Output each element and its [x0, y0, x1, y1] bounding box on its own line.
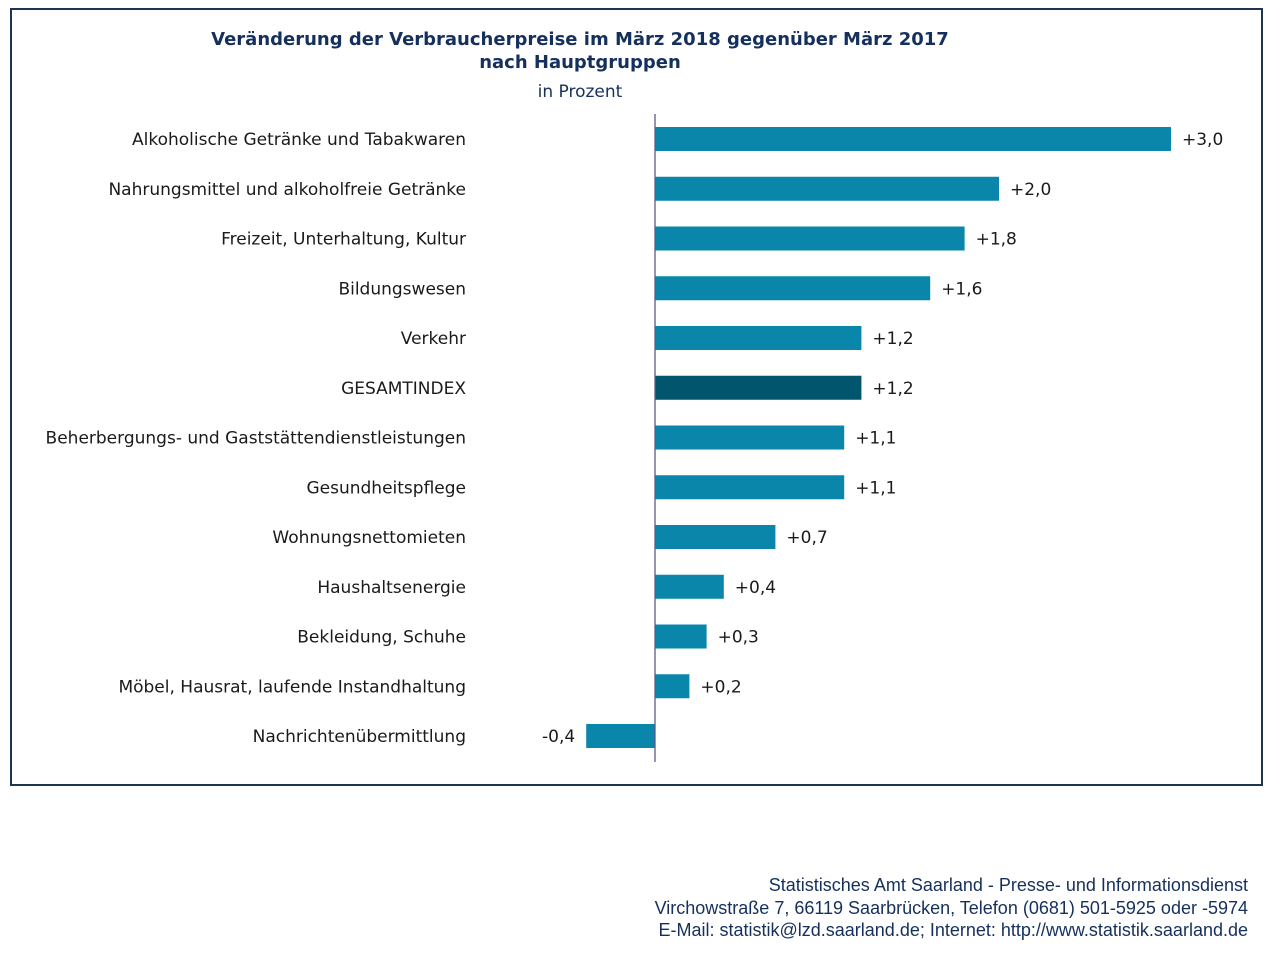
value-labels-group: +3,0 +2,0 +1,8 +1,6 +1,2 +1,2 +1,1 +1,1 +0,7 +0,4… [542, 130, 1223, 747]
bar-bekleidung-schuhe [655, 624, 707, 649]
value-label-alkoholische-getraenke-und-tabakwaren: +3,0 [1182, 130, 1223, 150]
bar-gesundheitspflege [655, 475, 845, 500]
bar-verkehr [655, 326, 862, 350]
value-label-haushaltsenergie: +0,4 [735, 578, 776, 598]
category-label-alkoholische-getraenke-und-tabakwaren: Alkoholische Getränke und Tabakwaren [132, 130, 466, 150]
bar-freizeit-unterhaltung-kultur [655, 226, 965, 251]
footer-address: Virchowstraße 7, 66119 Saarbrücken, Tele… [654, 897, 1248, 918]
category-label-freizeit-unterhaltung-kultur: Freizeit, Unterhaltung, Kultur [221, 230, 466, 250]
value-label-freizeit-unterhaltung-kultur: +1,8 [976, 230, 1017, 250]
bar-bildungswesen [655, 276, 931, 301]
value-label-beherbergungs-und-gaststaettendienstleistungen: +1,1 [855, 429, 896, 449]
value-label-bekleidung-schuhe: +0,3 [718, 628, 759, 648]
bar-nahrungsmittel-und-alkoholfreie-getraenke [655, 176, 999, 201]
value-label-moebel-hausrat-laufende-instandhaltung: +0,2 [700, 677, 741, 697]
value-label-gesundheitspflege: +1,1 [855, 478, 896, 498]
bar-chart: Alkoholische Getränke und Tabakwaren Nahr… [46, 114, 1223, 762]
value-label-nachrichtenuebermittlung: -0,4 [542, 727, 575, 747]
category-label-moebel-hausrat-laufende-instandhaltung: Möbel, Hausrat, laufende Instandhaltung [118, 677, 466, 697]
bar-beherbergungs-und-gaststaettendienstleistungen [655, 425, 845, 450]
footer-contact: E-Mail: statistik@lzd.saarland.de; Inter… [658, 920, 1248, 940]
category-label-nahrungsmittel-und-alkoholfreie-getraenke: Nahrungsmittel und alkoholfreie Getränke [108, 180, 466, 200]
bar-nachrichtenuebermittlung [586, 724, 655, 748]
category-label-nachrichtenuebermittlung: Nachrichtenübermittlung [253, 727, 466, 747]
bars-group [586, 127, 1171, 748]
footer-publisher: Statistisches Amt Saarland - Presse- und… [768, 875, 1248, 895]
bar-alkoholische-getraenke-und-tabakwaren [655, 127, 1171, 151]
chart-title-line2: nach Hauptgruppen [479, 52, 681, 73]
chart-title-line1: Veränderung der Verbraucherpreise im Mär… [211, 29, 949, 50]
category-labels-group: Alkoholische Getränke und Tabakwaren Nahr… [46, 130, 467, 747]
bar-haushaltsenergie [655, 574, 724, 599]
value-label-wohnungsnettomieten: +0,7 [786, 528, 827, 548]
bar-gesamtindex [655, 375, 862, 400]
value-label-bildungswesen: +1,6 [941, 279, 982, 299]
value-label-verkehr: +1,2 [872, 329, 913, 349]
value-label-nahrungsmittel-und-alkoholfreie-getraenke: +2,0 [1010, 180, 1051, 200]
bar-moebel-hausrat-laufende-instandhaltung [655, 674, 690, 699]
category-label-gesundheitspflege: Gesundheitspflege [306, 478, 466, 498]
publisher-footer: Statistisches Amt Saarland - Presse- und… [655, 874, 1248, 942]
category-label-verkehr: Verkehr [401, 329, 466, 349]
chart-title: Veränderung der Verbraucherpreise im Mär… [0, 28, 1160, 74]
category-label-bekleidung-schuhe: Bekleidung, Schuhe [297, 628, 466, 648]
chart-subtitle: in Prozent [537, 82, 623, 102]
category-label-haushaltsenergie: Haushaltsenergie [317, 578, 466, 598]
bar-wohnungsnettomieten [655, 525, 776, 549]
category-label-wohnungsnettomieten: Wohnungsnettomieten [272, 528, 466, 548]
value-label-gesamtindex: +1,2 [872, 379, 913, 399]
category-label-bildungswesen: Bildungswesen [338, 279, 466, 299]
category-label-gesamtindex: GESAMTINDEX [341, 379, 466, 399]
category-label-beherbergungs-und-gaststaettendienstleistungen: Beherbergungs- und Gaststättendienstleis… [46, 429, 466, 449]
